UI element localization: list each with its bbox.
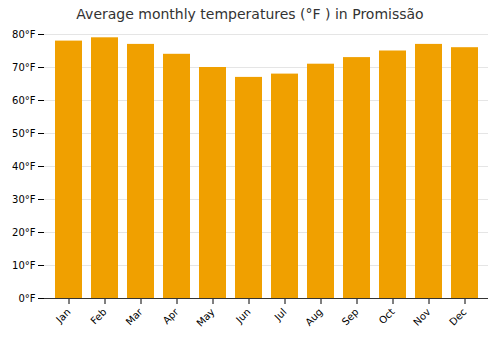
svg-text:Mar: Mar	[124, 306, 146, 328]
svg-text:Jan: Jan	[53, 306, 72, 325]
svg-text:Jul: Jul	[272, 306, 289, 323]
html-text:Average monthly temperatures (: Average monthly temperatures (°F ) in Pr…	[76, 6, 424, 22]
svg-text:80°F: 80°F	[12, 29, 36, 40]
svg-text:20°F: 20°F	[12, 227, 36, 238]
svg-text:50°F: 50°F	[12, 128, 36, 139]
svg-text:Dec: Dec	[447, 306, 468, 327]
svg-text:Apr: Apr	[161, 306, 182, 327]
svg-text:May: May	[194, 306, 216, 328]
svg-text:0°F: 0°F	[18, 293, 35, 304]
svg-text:40°F: 40°F	[12, 161, 36, 172]
svg-text:10°F: 10°F	[12, 260, 36, 271]
svg-text:60°F: 60°F	[12, 95, 36, 106]
svg-text:Feb: Feb	[88, 306, 108, 326]
svg-text:Nov: Nov	[411, 306, 433, 328]
svg-text:Jun: Jun	[233, 306, 253, 326]
svg-text:Aug: Aug	[303, 306, 325, 328]
svg-text:Oct: Oct	[377, 306, 397, 326]
svg-text:70°F: 70°F	[12, 62, 36, 73]
svg-text:Sep: Sep	[340, 306, 361, 327]
svg-text:30°F: 30°F	[12, 194, 36, 205]
